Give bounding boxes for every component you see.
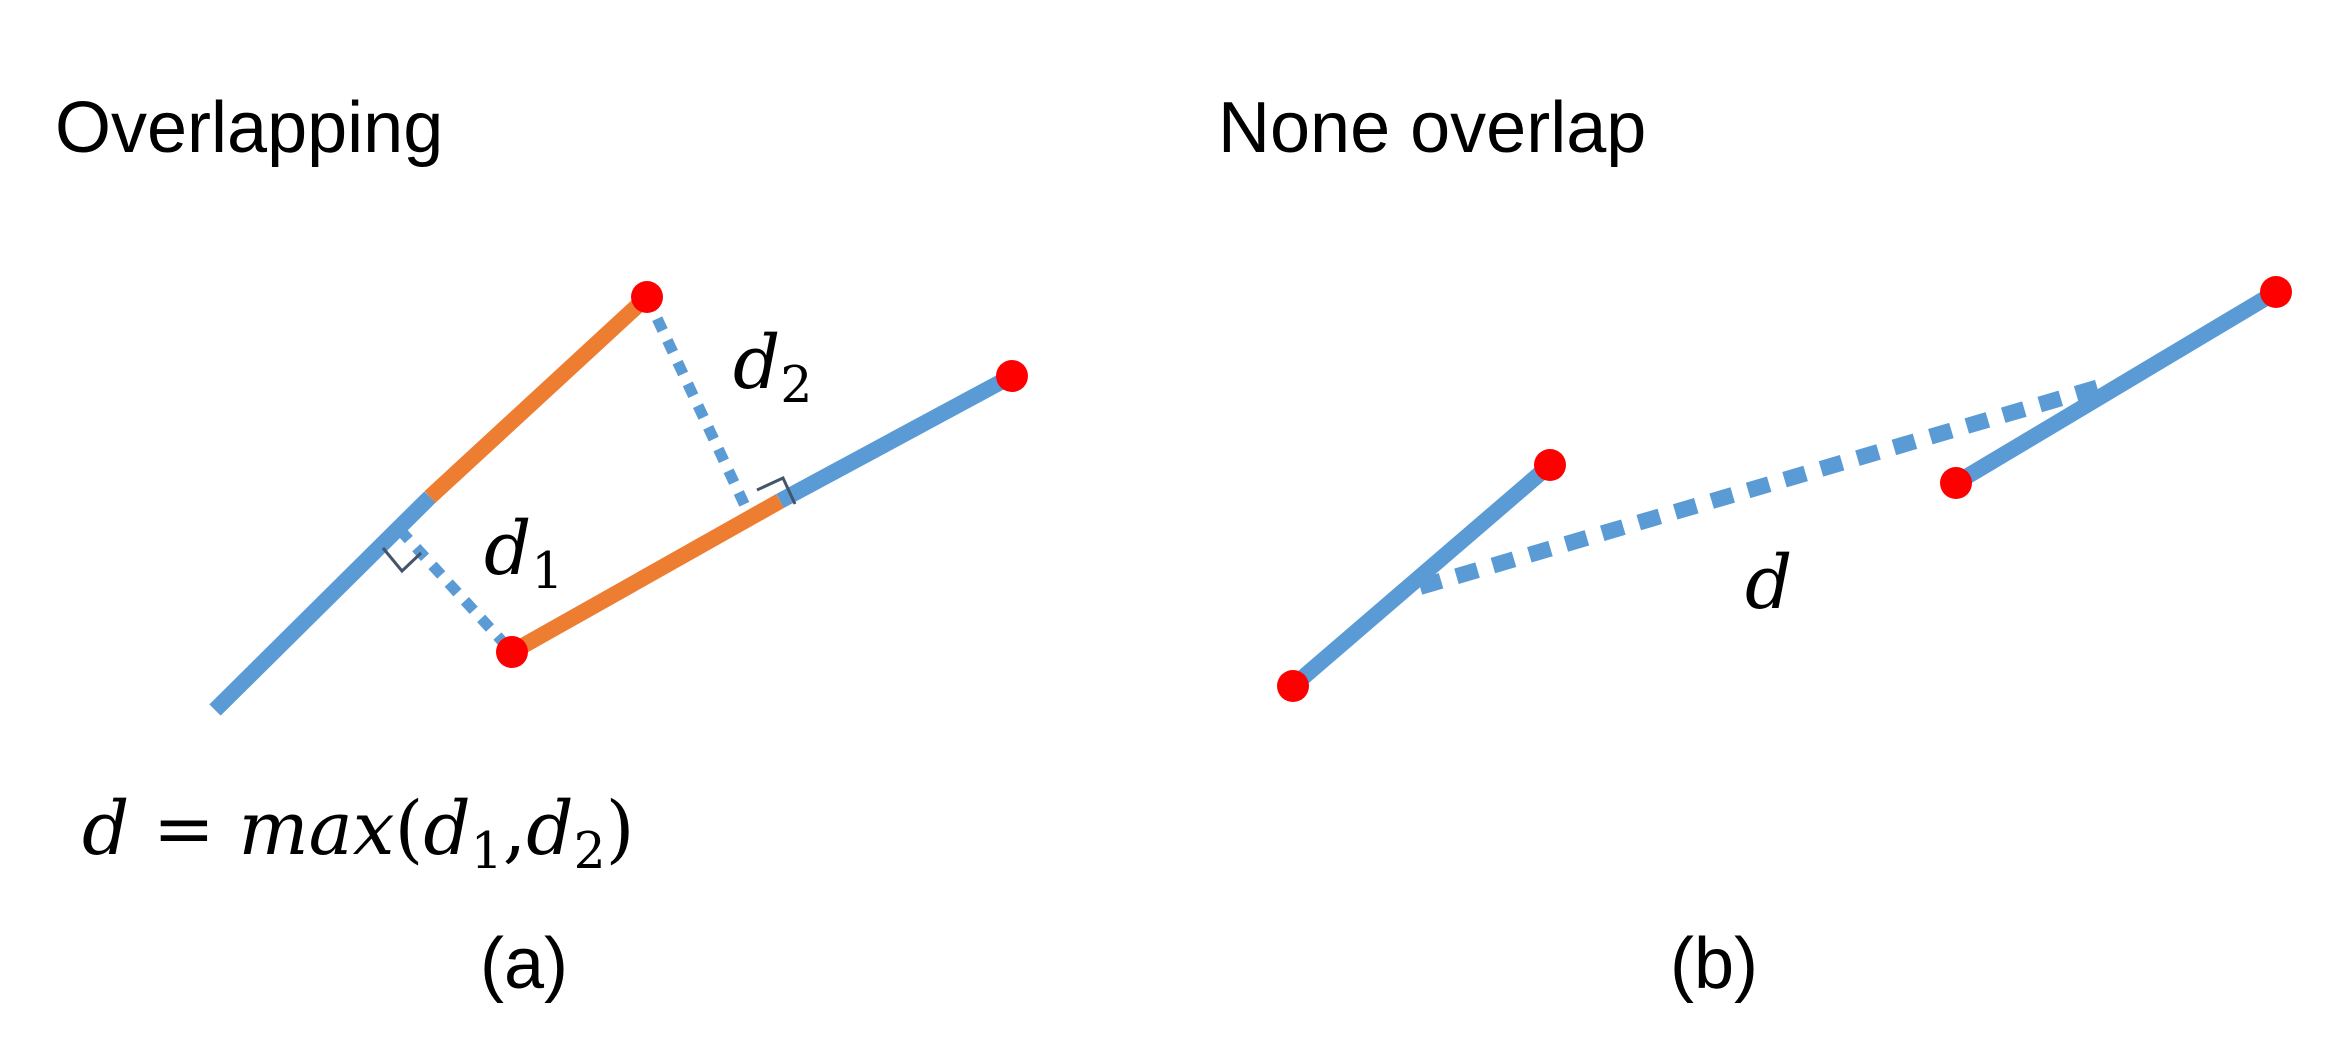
endpoint-a2-left <box>496 636 528 668</box>
panel-a-graphics <box>209 281 1028 716</box>
right-angle-mark-d2 <box>756 476 797 505</box>
label-d2: d2 <box>733 326 812 410</box>
formula-arg2: d <box>526 786 574 872</box>
segment-b2 <box>1951 285 2281 490</box>
panel-b-heading: None overlap <box>1218 88 1647 168</box>
formula-lhs: d <box>82 786 130 872</box>
endpoint-b1-left <box>1277 670 1309 702</box>
panel-a-caption: (a) <box>480 924 568 1004</box>
segment-b1 <box>1287 458 1556 693</box>
formula-equals: = <box>152 786 215 872</box>
endpoint-b2-left <box>1940 467 1972 499</box>
label-d1: d1 <box>484 512 563 596</box>
panel-a-heading: Overlapping <box>55 88 444 168</box>
distance-d-dashed <box>1417 377 2109 595</box>
endpoint-a2-right <box>996 360 1028 392</box>
formula-close-paren: ) <box>605 786 635 872</box>
max-distance-formula: d = max(d1,d2) <box>82 792 635 876</box>
label-d1-subscript: 1 <box>531 541 564 601</box>
label-d2-base: d <box>733 320 781 406</box>
formula-fn: max <box>238 786 395 872</box>
segment-a1-overlap <box>424 291 653 503</box>
label-d: d <box>1745 540 1793 626</box>
endpoint-b1-right <box>1534 449 1566 481</box>
formula-arg1: d <box>423 786 471 872</box>
formula-arg1-subscript: 1 <box>470 821 503 881</box>
formula-arg2-subscript: 2 <box>573 821 606 881</box>
panel-b-graphics <box>1277 276 2292 702</box>
perpendicular-d1 <box>395 526 517 656</box>
label-d2-subscript: 2 <box>780 355 813 415</box>
right-angle-mark-d1 <box>381 547 423 574</box>
formula-open-paren: ( <box>394 786 424 872</box>
segment-a2-overlap <box>508 494 784 659</box>
perpendicular-d2 <box>642 294 752 513</box>
label-d1-base: d <box>484 506 532 592</box>
formula-comma: , <box>502 786 527 872</box>
endpoint-a1-top <box>631 281 663 313</box>
panel-b-caption: (b) <box>1670 924 1758 1004</box>
segment-a2-blue <box>776 368 1016 509</box>
segment-a1-blue <box>209 491 436 716</box>
endpoint-b2-right <box>2260 276 2292 308</box>
